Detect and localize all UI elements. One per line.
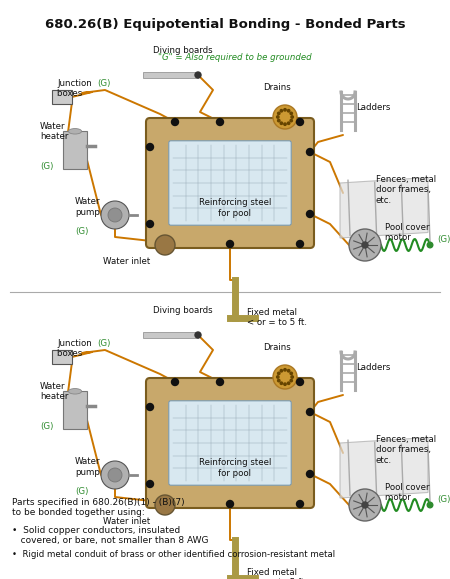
Circle shape: [195, 72, 201, 78]
FancyBboxPatch shape: [146, 378, 314, 508]
Circle shape: [288, 369, 290, 372]
Bar: [63, 391, 87, 428]
Circle shape: [278, 112, 280, 115]
Text: Diving boards: Diving boards: [153, 306, 212, 315]
Circle shape: [290, 379, 292, 382]
Ellipse shape: [68, 129, 81, 134]
Text: Fences, metal
door frames,
etc.: Fences, metal door frames, etc.: [376, 435, 436, 465]
Circle shape: [306, 148, 314, 156]
Circle shape: [280, 109, 283, 112]
Circle shape: [306, 471, 314, 478]
FancyBboxPatch shape: [169, 401, 291, 485]
Ellipse shape: [68, 389, 81, 394]
Circle shape: [297, 379, 303, 386]
Circle shape: [427, 502, 433, 508]
Text: Fixed metal
< or = to 5 ft.: Fixed metal < or = to 5 ft.: [247, 308, 307, 327]
Text: (G): (G): [40, 162, 54, 171]
Circle shape: [362, 242, 368, 248]
Circle shape: [290, 119, 292, 122]
Text: Water
heater: Water heater: [40, 382, 68, 401]
Circle shape: [101, 461, 129, 489]
Bar: [63, 131, 87, 168]
Text: Reinforcing steel
for pool: Reinforcing steel for pool: [199, 459, 271, 478]
Circle shape: [108, 208, 122, 222]
Circle shape: [297, 240, 303, 247]
Text: (G): (G): [97, 339, 110, 348]
Text: Fixed metal
< or = to 5 ft.: Fixed metal < or = to 5 ft.: [247, 568, 307, 579]
Text: (G): (G): [40, 422, 54, 431]
Circle shape: [278, 372, 280, 375]
Text: "G" = Also required to be grounded: "G" = Also required to be grounded: [158, 53, 312, 62]
Circle shape: [288, 382, 290, 384]
FancyBboxPatch shape: [146, 118, 314, 248]
Circle shape: [277, 116, 279, 118]
Circle shape: [284, 369, 286, 371]
Text: (G): (G): [97, 79, 110, 88]
Circle shape: [171, 379, 179, 386]
Bar: [143, 72, 198, 78]
Circle shape: [147, 404, 153, 411]
Circle shape: [226, 500, 234, 508]
Text: •  Rigid metal conduit of brass or other identified corrosion-resistant metal: • Rigid metal conduit of brass or other …: [12, 550, 335, 559]
Circle shape: [427, 242, 433, 248]
Text: Diving boards: Diving boards: [153, 46, 212, 55]
Circle shape: [284, 383, 286, 386]
Text: Ladders: Ladders: [356, 103, 391, 112]
Polygon shape: [340, 438, 428, 498]
Circle shape: [280, 122, 283, 124]
Text: Fences, metal
door frames,
etc.: Fences, metal door frames, etc.: [376, 175, 436, 205]
Circle shape: [291, 376, 293, 378]
Circle shape: [226, 240, 234, 247]
Text: Drains: Drains: [263, 83, 291, 92]
Text: (G): (G): [437, 235, 450, 244]
Text: Ladders: Ladders: [356, 363, 391, 372]
Text: Junction
boxes: Junction boxes: [57, 79, 92, 98]
Circle shape: [284, 123, 286, 126]
Text: Water
pump: Water pump: [75, 197, 100, 217]
Circle shape: [155, 495, 175, 515]
Text: (G): (G): [75, 227, 88, 236]
Circle shape: [306, 211, 314, 218]
Text: Parts specified in 680.26(B)(1) - (B)(7)
to be bonded together using:: Parts specified in 680.26(B)(1) - (B)(7)…: [12, 498, 184, 518]
Circle shape: [108, 468, 122, 482]
Circle shape: [306, 409, 314, 416]
Circle shape: [362, 502, 368, 508]
Circle shape: [216, 379, 224, 386]
Circle shape: [297, 500, 303, 508]
Circle shape: [278, 379, 280, 382]
Circle shape: [297, 119, 303, 126]
Circle shape: [171, 119, 179, 126]
Circle shape: [278, 119, 280, 122]
Circle shape: [349, 229, 381, 261]
Bar: [143, 332, 198, 338]
Circle shape: [273, 365, 297, 389]
Text: Water inlet: Water inlet: [103, 257, 150, 266]
Circle shape: [147, 221, 153, 228]
Text: Water
heater: Water heater: [40, 122, 68, 141]
Text: Drains: Drains: [263, 343, 291, 352]
Circle shape: [155, 235, 175, 255]
Text: Junction
boxes: Junction boxes: [57, 339, 92, 358]
Circle shape: [280, 369, 283, 372]
Circle shape: [280, 382, 283, 384]
Circle shape: [147, 144, 153, 151]
Text: •  Solid copper conductors, insulated
   covered, or bare, not smaller than 8 AW: • Solid copper conductors, insulated cov…: [12, 526, 208, 545]
Text: (G): (G): [75, 487, 88, 496]
Bar: [52, 90, 72, 104]
Text: Pool cover
motor: Pool cover motor: [385, 223, 429, 243]
Circle shape: [349, 489, 381, 521]
Circle shape: [288, 122, 290, 124]
Text: Reinforcing steel
for pool: Reinforcing steel for pool: [199, 198, 271, 218]
Circle shape: [273, 105, 297, 129]
Text: Pool cover
motor: Pool cover motor: [385, 483, 429, 503]
Bar: [52, 350, 72, 364]
Circle shape: [101, 201, 129, 229]
FancyBboxPatch shape: [169, 141, 291, 225]
Polygon shape: [340, 178, 428, 238]
Circle shape: [284, 109, 286, 111]
Circle shape: [277, 376, 279, 378]
Circle shape: [147, 481, 153, 488]
Circle shape: [216, 119, 224, 126]
Circle shape: [291, 116, 293, 118]
Circle shape: [290, 372, 292, 375]
